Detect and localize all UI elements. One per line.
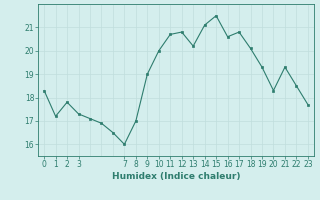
X-axis label: Humidex (Indice chaleur): Humidex (Indice chaleur) [112, 172, 240, 181]
